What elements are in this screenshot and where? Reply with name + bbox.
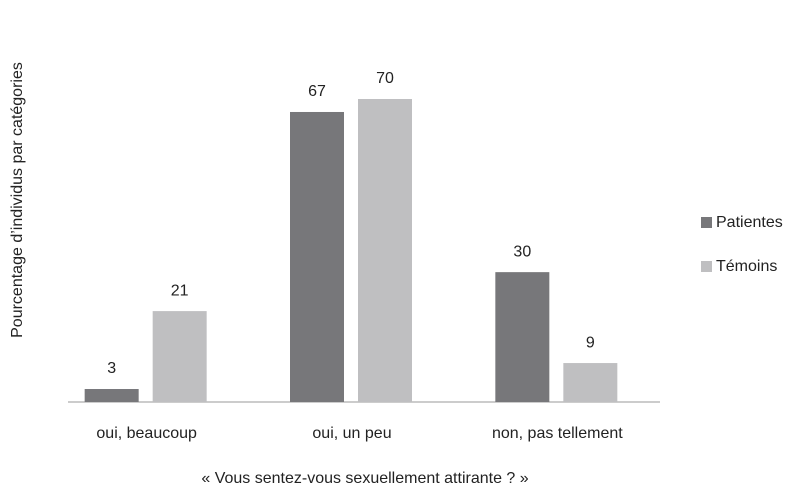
bar bbox=[358, 99, 412, 402]
legend-swatch bbox=[701, 261, 712, 272]
bar bbox=[84, 389, 139, 402]
data-label: 9 bbox=[586, 334, 595, 351]
bar bbox=[563, 363, 618, 402]
x-tick-label: oui, un peu bbox=[312, 425, 391, 442]
x-tick-label: oui, beaucoup bbox=[96, 425, 197, 442]
bar bbox=[290, 111, 344, 402]
x-tick-label: non, pas tellement bbox=[492, 425, 623, 442]
data-label: 21 bbox=[171, 282, 189, 299]
data-label: 70 bbox=[376, 70, 394, 87]
legend-swatch bbox=[701, 217, 712, 228]
data-label: 3 bbox=[107, 360, 116, 377]
legend-label: Patientes bbox=[716, 214, 783, 231]
data-label: 67 bbox=[308, 83, 326, 100]
y-axis-title: Pourcentage d’individus par catégories bbox=[9, 62, 26, 338]
bar bbox=[152, 311, 207, 402]
data-label: 30 bbox=[513, 243, 531, 260]
x-axis-title: « Vous sentez-vous sexuellement attirant… bbox=[201, 470, 528, 487]
bar bbox=[495, 272, 550, 402]
legend-label: Témoins bbox=[716, 258, 777, 275]
